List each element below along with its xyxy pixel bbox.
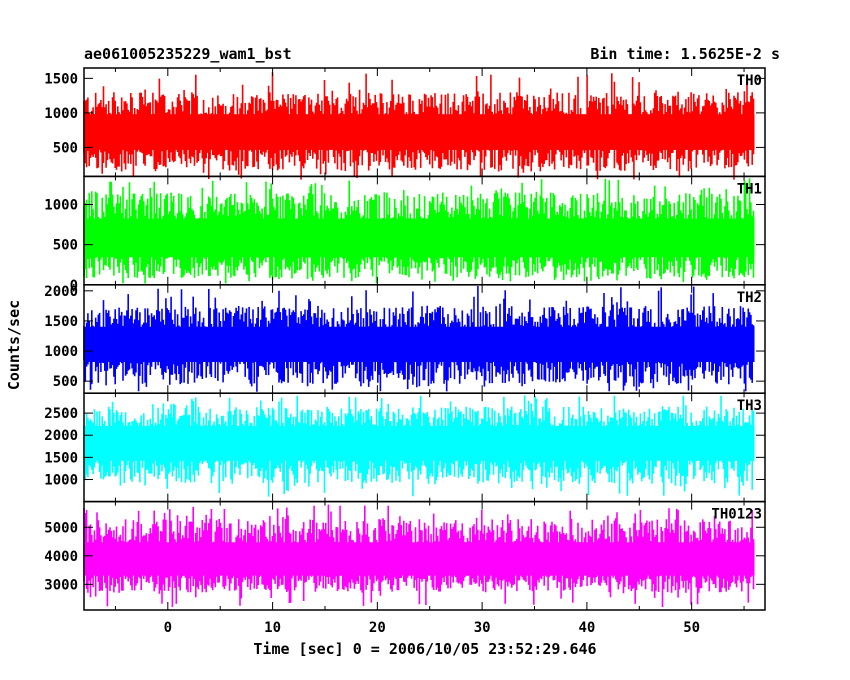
- y-axis-label: Counts/sec: [5, 300, 23, 390]
- x-tick-label: 50: [683, 620, 700, 636]
- panels: TH050010001500TH105001000TH2500100015002…: [44, 67, 766, 636]
- panel-label-th0123: TH0123: [711, 507, 762, 523]
- y-tick-label: 1500: [44, 450, 78, 466]
- series-core-th0123: [84, 542, 755, 576]
- y-tick-label: 2000: [44, 284, 78, 300]
- y-tick-label: 1000: [44, 198, 78, 214]
- x-tick-label: 40: [578, 620, 595, 636]
- x-axis-label: Time [sec] 0 = 2006/10/05 23:52:29.646: [253, 640, 596, 658]
- y-tick-label: 1000: [44, 472, 78, 488]
- y-tick-label: 1000: [44, 344, 78, 360]
- y-tick-label: 4000: [44, 549, 78, 565]
- y-tick-label: 1000: [44, 106, 78, 122]
- y-tick-label: 500: [53, 140, 78, 156]
- x-tick-label: 20: [369, 620, 386, 636]
- series-core-th0: [84, 114, 755, 150]
- y-tick-label: 2500: [44, 406, 78, 422]
- series-core-th2: [84, 326, 755, 362]
- y-tick-label: 1500: [44, 71, 78, 87]
- chart-title: ae061005235229_wam1_bst: [84, 45, 292, 63]
- y-tick-label: 5000: [44, 520, 78, 536]
- y-tick-label: 1500: [44, 314, 78, 330]
- bin-time-label: Bin time: 1.5625E-2 s: [590, 45, 780, 63]
- y-tick-label: 500: [53, 238, 78, 254]
- x-tick-label: 30: [474, 620, 491, 636]
- panel-label-th2: TH2: [737, 290, 762, 306]
- y-tick-label: 3000: [44, 577, 78, 593]
- x-tick-label: 0: [164, 620, 172, 636]
- panel-label-th3: TH3: [737, 398, 762, 414]
- panel-label-th0: TH0: [737, 73, 762, 89]
- y-tick-label: 2000: [44, 428, 78, 444]
- series-core-th3: [84, 425, 755, 461]
- y-tick-label: 500: [53, 374, 78, 390]
- x-tick-label: 10: [264, 620, 281, 636]
- y-tick-label: 0: [70, 278, 78, 294]
- series-core-th1: [84, 218, 755, 258]
- panel-label-th1: TH1: [737, 181, 762, 197]
